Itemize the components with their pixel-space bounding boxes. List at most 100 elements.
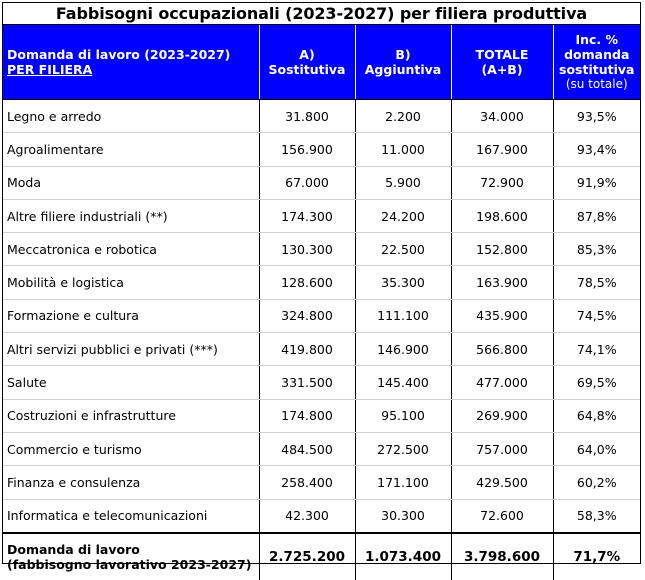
table-title: Fabbisogni occupazionali (2023-2027) per…: [3, 3, 640, 25]
table-row: Salute 331.500 145.400 477.000 69,5%: [3, 365, 640, 400]
cell-totale: 757.000: [451, 432, 554, 467]
cell-totale: 72.900: [451, 166, 554, 200]
total-incidenza: 71,7%: [553, 531, 640, 580]
table-row: Legno e arredo 31.800 2.200 34.000 93,5%: [3, 99, 640, 134]
table-row: Commercio e turismo 484.500 272.500 757.…: [3, 432, 640, 467]
header-aggiuntiva-line1: B): [395, 47, 411, 62]
cell-incidenza: 64,0%: [553, 432, 640, 467]
cell-filiera: Meccatronica e robotica: [3, 232, 260, 267]
cell-incidenza: 74,1%: [553, 332, 640, 367]
header-aggiuntiva-line2: Aggiuntiva: [364, 62, 442, 77]
cell-aggiuntiva: 22.500: [355, 232, 452, 267]
header-filiera: Domanda di lavoro (2023-2027) PER FILIER…: [3, 25, 260, 100]
header-row: Domanda di lavoro (2023-2027) PER FILIER…: [3, 25, 640, 100]
cell-aggiuntiva: 95.100: [355, 399, 452, 433]
cell-sostitutiva: 31.800: [259, 99, 356, 134]
total-label-line2: (fabbisogno lavorativo 2023-2027): [7, 556, 252, 572]
cell-totale: 163.900: [451, 265, 554, 300]
cell-incidenza: 91,9%: [553, 166, 640, 200]
cell-filiera: Salute: [3, 365, 260, 400]
cell-sostitutiva: 128.600: [259, 265, 356, 300]
cell-filiera: Mobilità e logistica: [3, 265, 260, 300]
header-sostitutiva-line1: A): [299, 47, 315, 62]
cell-sostitutiva: 324.800: [259, 299, 356, 334]
cell-totale: 34.000: [451, 99, 554, 134]
total-label: Domanda di lavoro (fabbisogno lavorativo…: [3, 531, 260, 580]
cell-filiera: Altre filiere industriali (**): [3, 199, 260, 234]
header-sostitutiva: A) Sostitutiva: [259, 25, 356, 100]
cell-filiera: Legno e arredo: [3, 99, 260, 134]
cell-aggiuntiva: 2.200: [355, 99, 452, 134]
header-incidenza-line4: (su totale): [565, 77, 628, 91]
total-label-line1: Domanda di lavoro: [7, 541, 140, 557]
cell-sostitutiva: 331.500: [259, 365, 356, 400]
cell-filiera: Moda: [3, 166, 260, 200]
table-row: Altri servizi pubblici e privati (***) 4…: [3, 332, 640, 367]
cell-aggiuntiva: 146.900: [355, 332, 452, 367]
table-row: Agroalimentare 156.900 11.000 167.900 93…: [3, 132, 640, 167]
cell-sostitutiva: 156.900: [259, 132, 356, 167]
cell-incidenza: 74,5%: [553, 299, 640, 334]
table-row: Costruzioni e infrastrutture 174.800 95.…: [3, 399, 640, 433]
cell-aggiuntiva: 145.400: [355, 365, 452, 400]
cell-totale: 198.600: [451, 199, 554, 234]
cell-filiera: Altri servizi pubblici e privati (***): [3, 332, 260, 367]
cell-sostitutiva: 67.000: [259, 166, 356, 200]
total-aggiuntiva: 1.073.400: [355, 531, 452, 580]
cell-totale: 72.600: [451, 499, 554, 533]
header-incidenza-line1: Inc. %: [575, 32, 619, 47]
occupational-needs-table: Domanda di lavoro (2023-2027) PER FILIER…: [3, 25, 640, 580]
cell-sostitutiva: 130.300: [259, 232, 356, 267]
cell-aggiuntiva: 171.100: [355, 465, 452, 500]
header-totale-line2: (A+B): [481, 62, 523, 77]
table-row: Formazione e cultura 324.800 111.100 435…: [3, 299, 640, 334]
cell-incidenza: 64,8%: [553, 399, 640, 433]
table-row: Meccatronica e robotica 130.300 22.500 1…: [3, 232, 640, 267]
cell-filiera: Costruzioni e infrastrutture: [3, 399, 260, 433]
cell-filiera: Agroalimentare: [3, 132, 260, 167]
header-incidenza-line3: sostitutiva: [559, 62, 635, 77]
cell-sostitutiva: 174.300: [259, 199, 356, 234]
cell-aggiuntiva: 111.100: [355, 299, 452, 334]
total-sostitutiva: 2.725.200: [259, 531, 356, 580]
cell-incidenza: 93,5%: [553, 99, 640, 134]
cell-sostitutiva: 484.500: [259, 432, 356, 467]
header-totale: TOTALE (A+B): [451, 25, 554, 100]
cell-totale: 152.800: [451, 232, 554, 267]
header-filiera-line2: PER FILIERA: [7, 62, 93, 77]
cell-incidenza: 85,3%: [553, 232, 640, 267]
cell-filiera: Commercio e turismo: [3, 432, 260, 467]
total-row: Domanda di lavoro (fabbisogno lavorativo…: [3, 531, 640, 580]
table-row: Moda 67.000 5.900 72.900 91,9%: [3, 166, 640, 200]
cell-sostitutiva: 42.300: [259, 499, 356, 533]
header-incidenza-line2: domanda: [564, 47, 630, 62]
table-row: Mobilità e logistica 128.600 35.300 163.…: [3, 265, 640, 300]
table-row: Finanza e consulenza 258.400 171.100 429…: [3, 465, 640, 500]
header-aggiuntiva: B) Aggiuntiva: [355, 25, 452, 100]
cell-totale: 435.900: [451, 299, 554, 334]
total-totale: 3.798.600: [451, 531, 554, 580]
cell-totale: 566.800: [451, 332, 554, 367]
header-sostitutiva-line2: Sostitutiva: [268, 62, 346, 77]
cell-totale: 269.900: [451, 399, 554, 433]
cell-incidenza: 93,4%: [553, 132, 640, 167]
cell-aggiuntiva: 11.000: [355, 132, 452, 167]
header-totale-line1: TOTALE: [475, 47, 529, 62]
cell-totale: 167.900: [451, 132, 554, 167]
cell-filiera: Informatica e telecomunicazioni: [3, 499, 260, 533]
header-filiera-line1: Domanda di lavoro (2023-2027): [7, 47, 231, 62]
table-row: Altre filiere industriali (**) 174.300 2…: [3, 199, 640, 234]
cell-incidenza: 78,5%: [553, 265, 640, 300]
cell-aggiuntiva: 30.300: [355, 499, 452, 533]
cell-totale: 477.000: [451, 365, 554, 400]
header-incidenza: Inc. % domanda sostitutiva (su totale): [553, 25, 640, 100]
cell-filiera: Formazione e cultura: [3, 299, 260, 334]
cell-aggiuntiva: 24.200: [355, 199, 452, 234]
cell-incidenza: 60,2%: [553, 465, 640, 500]
cell-incidenza: 58,3%: [576, 508, 617, 524]
cell-totale: 429.500: [451, 465, 554, 500]
cell-filiera: Finanza e consulenza: [3, 465, 260, 500]
cell-incidenza: 69,5%: [553, 365, 640, 400]
cell-aggiuntiva: 272.500: [355, 432, 452, 467]
